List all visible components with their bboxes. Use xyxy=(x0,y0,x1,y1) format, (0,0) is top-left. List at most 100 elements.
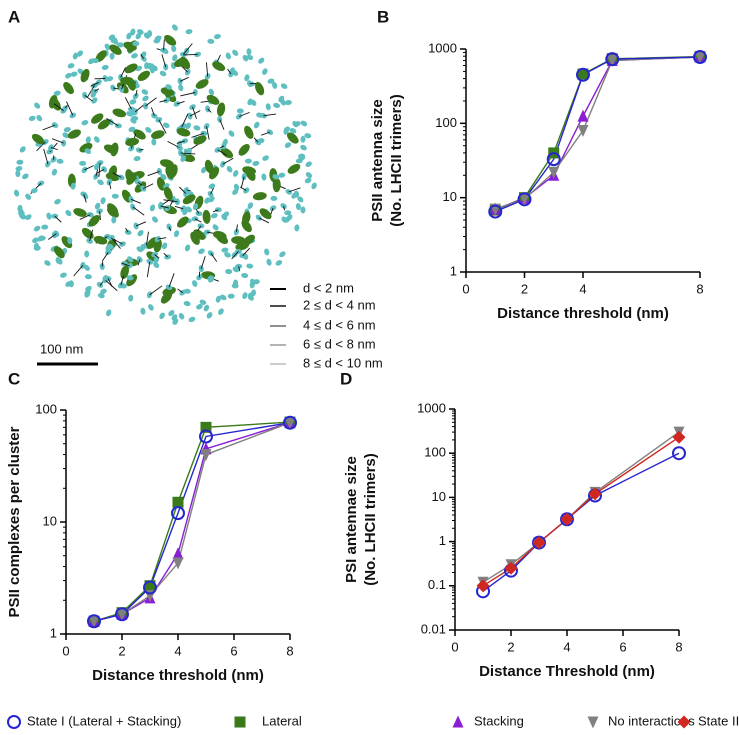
panel-label: A xyxy=(8,7,20,26)
legend-text: Stacking xyxy=(474,713,524,728)
connection xyxy=(150,107,155,117)
particle xyxy=(41,224,49,230)
panel-label: D xyxy=(340,369,352,388)
particle xyxy=(208,196,215,203)
x-axis-title: Distance threshold (nm) xyxy=(92,667,264,684)
particle xyxy=(110,142,119,157)
connection xyxy=(124,97,132,110)
legend-text: d < 2 nm xyxy=(303,280,354,295)
connection xyxy=(168,226,172,232)
particle xyxy=(192,280,198,287)
particle xyxy=(91,113,104,124)
particle xyxy=(33,225,41,232)
particle xyxy=(130,28,136,36)
connection xyxy=(135,89,138,97)
connection xyxy=(183,43,193,55)
particle xyxy=(172,318,179,325)
particle xyxy=(280,98,286,106)
connection xyxy=(174,205,184,210)
y-tick-label: 1 xyxy=(450,263,457,278)
connection xyxy=(212,209,219,213)
particle xyxy=(278,172,286,178)
connection xyxy=(158,119,167,134)
connection xyxy=(168,273,175,288)
particle xyxy=(137,230,144,237)
particle xyxy=(212,224,219,231)
legend-marker xyxy=(452,715,464,728)
particle xyxy=(161,242,168,250)
connection xyxy=(238,111,250,117)
particle xyxy=(202,209,211,224)
particle xyxy=(199,299,207,305)
particle xyxy=(186,147,192,155)
y-tick-label: 100 xyxy=(435,115,457,130)
particle xyxy=(261,173,267,181)
particle xyxy=(100,288,107,295)
y-tick-label: 1 xyxy=(439,533,446,548)
connection xyxy=(180,92,196,97)
particle xyxy=(76,50,84,57)
particle xyxy=(62,132,69,139)
particle xyxy=(84,274,92,280)
particle xyxy=(149,66,155,74)
particle xyxy=(193,135,207,145)
particle xyxy=(293,190,300,198)
particle xyxy=(84,148,92,154)
marker xyxy=(284,417,296,430)
connection xyxy=(206,62,209,77)
particle xyxy=(259,208,272,220)
connection xyxy=(191,132,205,138)
particle xyxy=(109,52,115,60)
particle xyxy=(70,71,78,77)
particle xyxy=(81,120,89,126)
chart: D 0.01 0.1 1 10 100 1000 0 2 4 6 8 Distance Threshol… xyxy=(340,369,686,680)
connection xyxy=(180,152,196,155)
particle xyxy=(252,160,260,166)
particle xyxy=(300,144,307,151)
connection xyxy=(48,233,57,240)
connection xyxy=(222,157,234,165)
particle xyxy=(250,289,256,297)
x-tick-label: 8 xyxy=(696,281,703,296)
connection xyxy=(231,251,239,260)
marker xyxy=(577,68,589,80)
connection xyxy=(242,247,251,256)
particle xyxy=(232,49,239,56)
particle xyxy=(272,174,280,180)
connection xyxy=(206,126,210,140)
y-axis-title: PSII complexes per cluster xyxy=(6,426,23,617)
connection xyxy=(110,237,121,249)
particle xyxy=(201,166,207,174)
particle xyxy=(65,281,72,287)
particle xyxy=(267,78,275,84)
marker xyxy=(172,557,184,570)
particle xyxy=(151,138,157,146)
connection xyxy=(125,227,129,233)
particle xyxy=(147,30,153,38)
connection xyxy=(94,88,100,92)
connection xyxy=(147,171,160,177)
particle xyxy=(126,32,132,40)
particle xyxy=(85,136,91,144)
particle xyxy=(244,74,250,82)
particle xyxy=(173,230,180,238)
x-tick-label: 2 xyxy=(521,281,528,296)
particle xyxy=(165,84,173,90)
particle xyxy=(203,304,210,312)
particle xyxy=(203,123,210,130)
particle xyxy=(192,203,199,210)
connection xyxy=(258,217,270,224)
particle xyxy=(101,64,109,71)
particle xyxy=(142,95,149,102)
particle xyxy=(275,260,283,266)
marker xyxy=(576,67,590,82)
particle xyxy=(149,204,156,212)
particle xyxy=(252,279,260,285)
series-line xyxy=(93,422,291,622)
particle xyxy=(60,272,67,278)
y-tick-label: 1000 xyxy=(428,40,457,55)
marker xyxy=(200,421,212,433)
particle xyxy=(128,126,136,132)
particle xyxy=(53,90,61,96)
particle xyxy=(63,82,74,95)
